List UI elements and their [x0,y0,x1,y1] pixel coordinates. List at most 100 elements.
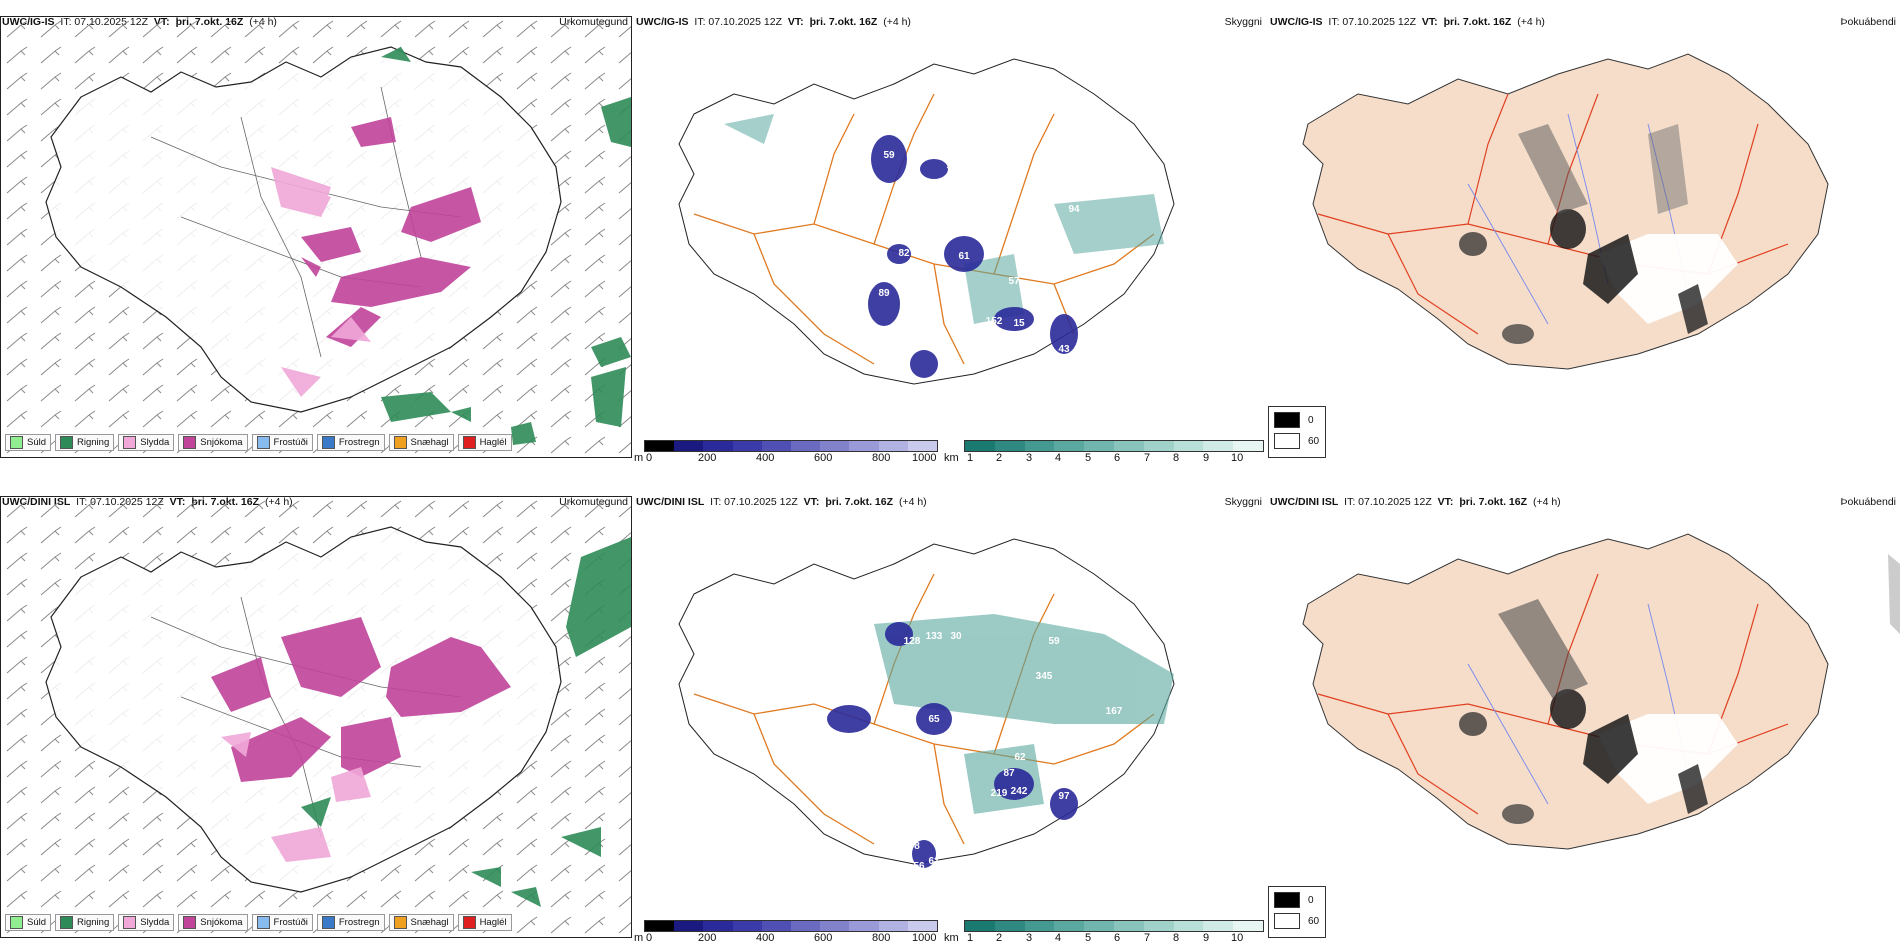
cbar-tick: 200 [698,932,717,944]
lead-time: (+4 h) [1532,496,1561,508]
height-label: 24 [1180,631,1192,642]
height-label: 65 [928,714,940,725]
precip-map-svg [1,17,631,457]
valid-time-key: VT: [787,16,804,28]
precip-map[interactable]: Súld Rigning Slydda Snjókoma Frostúði Fr… [0,496,632,938]
cbar-seg [994,921,1025,931]
cbar-seg [1143,441,1174,451]
legend-item: Frostúði [251,433,313,451]
cbar-seg [1113,921,1144,931]
fog-index-shading [1459,124,1738,344]
cloud-base-map-svg: 62 72 53 52 59 55 94 208 176 82 89 61 57… [678,58,1175,407]
cloud-base-map[interactable]: 62 72 53 52 59 55 94 208 176 82 89 61 57… [634,34,1266,434]
colorbars: m 0 200 400 600 800 1000 km [634,438,1266,468]
legend-label: Slydda [140,436,170,448]
fog-legend-item: 0 [1274,412,1320,428]
legend-label: Frostregn [338,916,380,928]
visibility-colorbar [964,920,1264,932]
legend-label: Haglél [479,436,507,448]
legend-item: Snjókoma [178,433,248,451]
height-label: 56 [913,861,925,872]
cbar-seg [965,441,995,451]
cbar-seg [965,921,995,931]
cbar-seg [1084,921,1114,931]
legend-label: Snjókoma [200,916,243,928]
legend-swatch [462,435,476,449]
precip-map[interactable]: Súld Rigning Slydda Snjókoma Frostúði Fr… [0,16,632,458]
legend-swatch [60,915,74,929]
cbar-seg [1233,921,1263,931]
init-time: IT: 07.10.2025 12Z [710,496,798,508]
height-label: 69 [913,816,925,827]
colorbars: m 0 200 400 600 800 1000 km [634,918,1266,948]
legend-item: Haglél [457,433,512,451]
height-label: 97 [1058,791,1070,802]
init-time: IT: 07.10.2025 12Z [1328,16,1416,28]
legend-swatch [393,915,407,929]
fog-legend-item: 60 [1274,433,1320,449]
cbar-tick: 10 [1231,932,1244,944]
height-label: 63 [908,396,920,407]
legend-swatch [10,435,23,449]
legend-item: Frostregn [316,433,385,451]
legend-swatch [462,915,476,929]
cbar-seg [1143,921,1174,931]
cbar-seg [1203,921,1234,931]
cbar-tick: 9 [1203,932,1210,944]
cbar-tick: 0 [646,452,653,464]
fog-index-shading [1459,554,1900,824]
height-label: 53 [928,178,940,189]
cbar-seg [703,921,733,931]
cbar-seg [1084,441,1114,451]
fog-map[interactable] [1268,514,1900,914]
cbar-tick: 200 [698,452,717,464]
height-colorbar [644,920,938,932]
legend-swatch [123,915,137,929]
height-label: 345 [1036,671,1053,682]
valid-time-key: VT: [1421,16,1438,28]
panel-cloud-base-top: UWC/IG-IS IT: 07.10.2025 12Z VT: þri. 7.… [634,12,1266,470]
cbar-tick: 1 [967,932,974,944]
legend-swatch [256,435,270,449]
model-label: UWC/DINI ISL [1270,496,1339,508]
precip-type-legend: Súld Rigning Slydda Snjókoma Frostúði Fr… [5,913,512,931]
height-label: 30 [950,631,962,642]
cloud-base-map[interactable]: 133 30 128 345 59 167 94 24 80 65 225 62… [634,514,1266,914]
cbar-seg [849,921,879,931]
height-label: 8 [914,841,920,852]
sleet-areas [271,167,371,397]
fog-legend-label: 0 [1308,414,1314,426]
cbar-tick: 1 [967,452,974,464]
height-labels: 133 30 128 345 59 167 94 24 80 65 225 62… [893,614,1195,872]
cbar-tick: 8 [1173,452,1180,464]
cbar-tick: 400 [756,452,775,464]
height-label: 87 [1003,768,1015,779]
fog-swatch [1274,892,1300,908]
init-time: IT: 07.10.2025 12Z [694,16,782,28]
cbar-tick: 0 [646,932,653,944]
height-label: 43 [1058,344,1070,355]
height-label: 61 [928,856,940,867]
cbar-tick: 10 [1231,452,1244,464]
height-label: 62 [928,148,940,159]
cbar-tick: 6 [1114,932,1121,944]
legend-swatch [123,435,137,449]
road-network [693,93,1155,365]
height-labels: 62 72 53 52 59 55 94 208 176 82 89 61 57… [878,121,1117,407]
cbar-tick: 9 [1203,452,1210,464]
legend-item: Snjókoma [178,913,248,931]
legend-item: Rigning [55,913,115,931]
height-label: 242 [1011,786,1028,797]
height-label: 72 [946,166,958,177]
panel-header: UWC/IG-IS IT: 07.10.2025 12Z VT: þri. 7.… [1268,12,1900,34]
fog-map[interactable] [1268,34,1900,434]
cbar-tick: 800 [872,932,891,944]
sleet-areas [221,732,371,862]
lead-time: (+4 h) [883,16,911,28]
height-label: 52 [946,191,958,202]
fog-swatch [1274,913,1300,929]
cbar-tick: 600 [814,932,833,944]
valid-time: þri. 7.okt. 16Z [1459,496,1528,508]
panel-fog-top: UWC/IG-IS IT: 07.10.2025 12Z VT: þri. 7.… [1268,12,1900,470]
legend-label: Frostúði [273,916,308,928]
